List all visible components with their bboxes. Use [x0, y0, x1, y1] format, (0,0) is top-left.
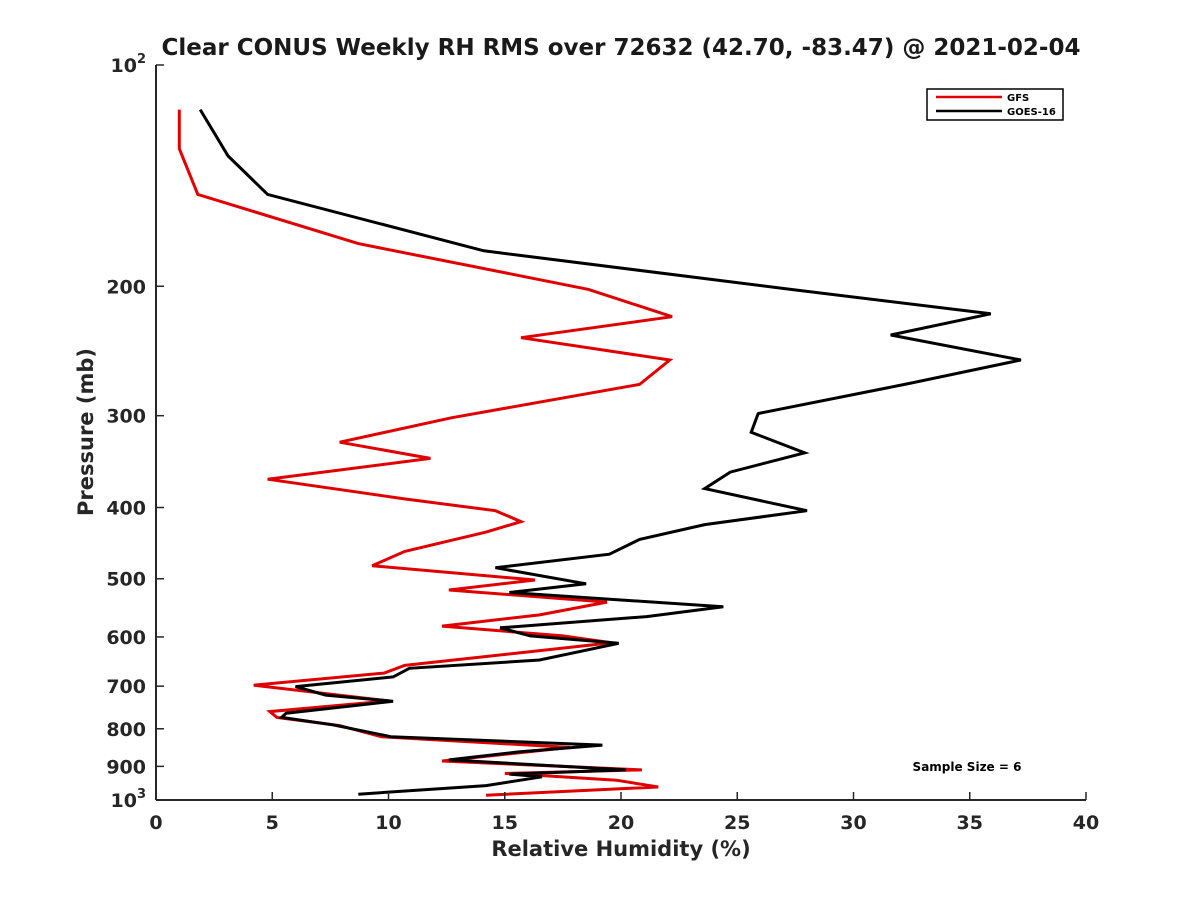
y-tick-label: 500 — [106, 569, 146, 591]
x-tick-label: 20 — [608, 812, 634, 834]
x-tick-label: 15 — [492, 812, 518, 834]
y-tick-label: 102 — [111, 52, 147, 77]
series-layer — [177, 108, 1022, 797]
y-tick-label: 400 — [106, 498, 146, 520]
x-tick-label: 40 — [1073, 812, 1099, 834]
y-ticks: 102 200 300 400 500 600 700 800 900 103 — [106, 52, 164, 812]
series-line-goes16 — [198, 108, 1022, 796]
legend-box — [926, 88, 1064, 121]
x-tick-label: 0 — [149, 812, 162, 834]
x-tick-label: 30 — [840, 812, 866, 834]
y-tick-label: 900 — [106, 756, 146, 778]
legend-label-gfs: GFS — [1007, 93, 1029, 104]
y-tick-label: 800 — [106, 719, 146, 741]
sample-size-annotation: Sample Size = 6 — [913, 760, 1022, 774]
y-tick-label: 600 — [106, 627, 146, 649]
legend: GFS GOES-16 — [926, 88, 1064, 121]
series-line-gfs — [177, 109, 674, 797]
x-tick-label: 35 — [957, 812, 983, 834]
chart-title: Clear CONUS Weekly RH RMS over 72632 (42… — [162, 35, 1081, 61]
y-tick-label: 700 — [106, 676, 146, 698]
x-tick-label: 25 — [724, 812, 750, 834]
legend-label-goes16: GOES-16 — [1007, 107, 1056, 118]
x-tick-label: 10 — [375, 812, 401, 834]
x-ticks: 0 5 10 15 20 25 30 35 40 — [149, 792, 1099, 834]
y-tick-label: 200 — [106, 276, 146, 298]
x-tick-label: 5 — [266, 812, 279, 834]
y-axis-label: Pressure (mb) — [74, 348, 98, 516]
y-tick-label: 103 — [111, 787, 147, 812]
x-axis-label: Relative Humidity (%) — [491, 837, 750, 861]
y-tick-label: 300 — [106, 406, 146, 428]
